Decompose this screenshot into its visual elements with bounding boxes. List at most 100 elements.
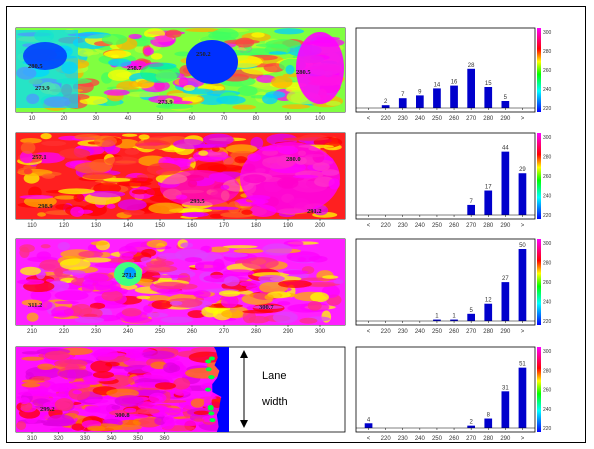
heatmap-cell xyxy=(75,31,112,39)
histogram-bar xyxy=(518,367,527,428)
x-tick-label: 320 xyxy=(53,436,64,442)
heatmap-cell xyxy=(138,134,150,140)
x-tick-label: 200 xyxy=(315,223,326,229)
heatmap-cell xyxy=(271,75,293,89)
heatmap-cell xyxy=(181,211,209,218)
heatmap-value-label: 280.5 xyxy=(296,69,311,76)
colorbar-tick-label: 280 xyxy=(543,49,552,55)
heatmap-cell xyxy=(216,95,246,105)
heatmap-cell xyxy=(46,414,75,427)
colorbar-tick-label: 220 xyxy=(543,426,552,432)
x-tick-label: 140 xyxy=(123,223,134,229)
heatmap-cell xyxy=(307,300,322,311)
heatmap-cell xyxy=(160,170,240,206)
heatmap-cell xyxy=(70,206,85,217)
heatmap-cell xyxy=(242,309,274,314)
bar-value-label: 12 xyxy=(485,298,492,304)
heatmap-cell xyxy=(108,58,132,67)
heatmap-cell xyxy=(190,398,205,408)
heatmap-cell xyxy=(193,418,205,422)
heatmap-cell xyxy=(78,307,103,320)
heatmap-cell xyxy=(153,260,175,266)
x-tick-label: 60 xyxy=(189,116,196,122)
heatmap-cell xyxy=(160,316,194,324)
histogram-bar xyxy=(416,95,424,108)
x-tick-label: > xyxy=(521,116,525,122)
heatmap-cell xyxy=(194,261,226,272)
x-tick-label: 270 xyxy=(466,436,477,442)
heatmap-cell xyxy=(89,302,106,310)
heatmap-cell xyxy=(105,156,140,166)
heatmap-cell xyxy=(125,350,142,359)
heatmap-cell xyxy=(220,296,239,308)
bar-value-label: 1 xyxy=(435,314,439,320)
heatmap-cell xyxy=(207,164,244,172)
colorbar-tick-label: 280 xyxy=(543,261,552,267)
x-tick-label: 240 xyxy=(415,436,426,442)
heatmap-cell xyxy=(141,248,157,257)
x-tick-label: 180 xyxy=(251,223,262,229)
heatmap-cell xyxy=(131,189,148,195)
heatmap-cell xyxy=(140,256,152,263)
bar-value-label: 50 xyxy=(519,243,526,249)
heatmap-cell xyxy=(89,190,126,198)
arrow-head-up xyxy=(240,350,248,358)
x-tick-label: 260 xyxy=(449,436,460,442)
colorbar-tick-label: 240 xyxy=(543,194,552,200)
heatmap-cell xyxy=(262,93,278,105)
heatmap-cell xyxy=(117,419,141,427)
heatmap-cell xyxy=(82,172,114,180)
colorbar-tick-label: 300 xyxy=(543,135,552,141)
heatmap-cell xyxy=(183,84,195,92)
x-tick-label: 270 xyxy=(466,116,477,122)
heatmap-value-label: 300.8 xyxy=(115,412,130,419)
heatmap-cell xyxy=(240,142,340,214)
x-tick-label: 270 xyxy=(466,223,477,229)
heatmap-cell xyxy=(310,292,329,303)
heatmap-cell xyxy=(58,148,91,159)
lane-label: Lane xyxy=(262,370,287,382)
x-tick-label: 190 xyxy=(283,223,294,229)
colorbar-tick-label: 240 xyxy=(543,300,552,306)
heatmap-cell xyxy=(19,397,30,405)
heatmap-cell xyxy=(152,274,189,279)
heatmap-cell xyxy=(103,50,132,58)
heatmap-cell xyxy=(127,60,147,70)
heatmap-cell xyxy=(53,267,73,278)
heatmap-cell xyxy=(209,213,224,219)
x-tick-label: 350 xyxy=(133,436,144,442)
heatmap-cell xyxy=(154,416,166,426)
bar-value-label: 7 xyxy=(469,199,473,205)
heatmap-1: 280.5 273.9 258.7 273.9 250.2 280.5 10 20 30 40 50… xyxy=(15,27,346,122)
heatmap-cell xyxy=(101,34,128,45)
bar-value-label: 7 xyxy=(401,92,405,98)
heatmap-cell xyxy=(205,387,212,392)
histogram-2: 300 280 260 240 220 7 17 44 29 < 220 230 240 250 260 27… xyxy=(355,132,552,229)
histogram-bar xyxy=(501,151,510,215)
x-tick-label: 170 xyxy=(219,223,230,229)
heatmap-cell xyxy=(42,173,56,179)
heatmap-cell xyxy=(72,390,82,395)
heatmap-cell xyxy=(145,295,171,302)
x-tick-label: 360 xyxy=(159,436,170,442)
heatmap-cell xyxy=(205,367,212,372)
heatmap-cell xyxy=(76,48,94,57)
heatmap-value-label: 271.1 xyxy=(122,272,137,279)
heatmap-cell xyxy=(234,156,248,164)
heatmap-cell xyxy=(218,290,241,297)
histogram-bar xyxy=(381,105,390,108)
heatmap-cell xyxy=(86,406,99,412)
x-tick-label: 290 xyxy=(283,329,294,335)
heatmap-cell xyxy=(71,423,85,431)
colorbar-tick-label: 260 xyxy=(543,174,552,180)
x-tick-label: 300 xyxy=(315,329,326,335)
x-tick-label: 240 xyxy=(415,223,426,229)
heatmap-cell xyxy=(212,28,239,41)
histogram-bar xyxy=(364,423,373,428)
heatmap-cell xyxy=(54,300,79,305)
heatmap-cell xyxy=(92,371,115,379)
heatmap-cell xyxy=(20,141,36,154)
x-tick-label: 240 xyxy=(415,329,426,335)
